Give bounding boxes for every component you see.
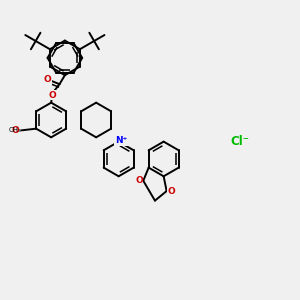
Text: O: O [48,91,56,100]
Text: O: O [12,126,20,135]
Text: O: O [135,176,143,185]
Text: N⁺: N⁺ [115,136,127,145]
Text: O: O [44,76,51,85]
Text: O: O [167,187,175,196]
Text: CH₃: CH₃ [8,128,21,134]
Text: Cl⁻: Cl⁻ [230,134,249,148]
